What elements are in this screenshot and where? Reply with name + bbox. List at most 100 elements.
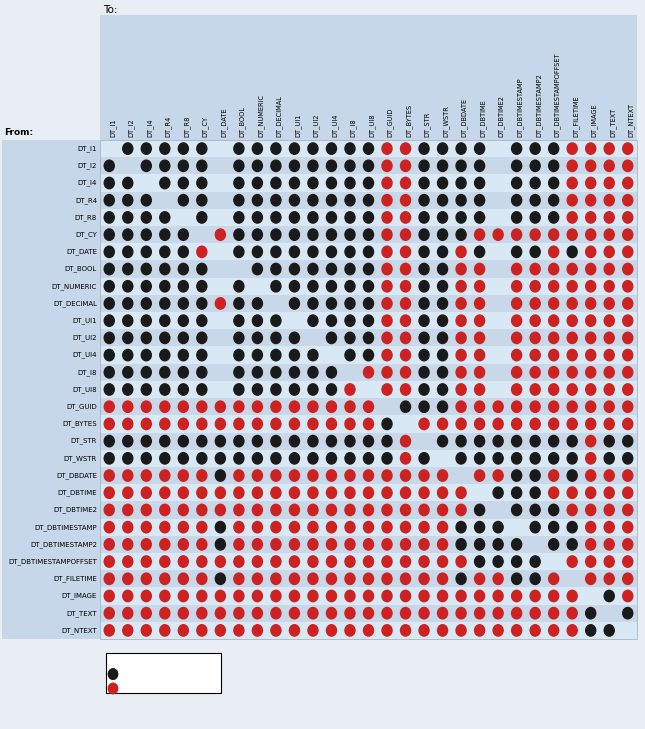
Circle shape <box>475 590 484 601</box>
Circle shape <box>567 332 577 343</box>
Circle shape <box>326 332 337 343</box>
Circle shape <box>160 349 170 361</box>
Circle shape <box>549 521 559 533</box>
Circle shape <box>160 539 170 550</box>
Circle shape <box>197 367 207 378</box>
Circle shape <box>308 401 318 413</box>
Circle shape <box>326 625 337 636</box>
Circle shape <box>290 453 299 464</box>
Circle shape <box>104 573 114 585</box>
Circle shape <box>290 263 299 275</box>
Circle shape <box>160 229 170 241</box>
Text: DT_DBTIMESTAMPOFFSET: DT_DBTIMESTAMPOFFSET <box>553 52 561 137</box>
Circle shape <box>456 384 466 395</box>
Text: DT_I8: DT_I8 <box>350 118 357 137</box>
Circle shape <box>197 263 207 275</box>
Circle shape <box>456 367 466 378</box>
Circle shape <box>252 504 263 515</box>
Circle shape <box>123 177 133 189</box>
Circle shape <box>326 143 337 155</box>
Circle shape <box>475 453 484 464</box>
Circle shape <box>345 211 355 223</box>
Bar <box>100 295 637 312</box>
Circle shape <box>345 195 355 206</box>
Text: DT_CY: DT_CY <box>75 231 97 238</box>
Circle shape <box>530 504 540 515</box>
Circle shape <box>197 487 207 499</box>
Circle shape <box>123 195 133 206</box>
Circle shape <box>604 211 614 223</box>
Circle shape <box>141 143 152 155</box>
Circle shape <box>493 607 503 619</box>
Circle shape <box>104 332 114 343</box>
Circle shape <box>401 143 411 155</box>
Circle shape <box>197 160 207 171</box>
Circle shape <box>326 246 337 257</box>
Text: DT_DBDATE: DT_DBDATE <box>56 472 97 479</box>
Circle shape <box>160 556 170 567</box>
Circle shape <box>141 435 152 447</box>
Circle shape <box>160 211 170 223</box>
Circle shape <box>160 367 170 378</box>
Circle shape <box>622 281 633 292</box>
Circle shape <box>493 418 503 429</box>
Circle shape <box>271 143 281 155</box>
Circle shape <box>419 625 429 636</box>
Circle shape <box>511 332 522 343</box>
Circle shape <box>252 367 263 378</box>
Circle shape <box>437 487 448 499</box>
Circle shape <box>493 539 503 550</box>
Circle shape <box>141 470 152 481</box>
Circle shape <box>345 625 355 636</box>
Circle shape <box>419 504 429 515</box>
Circle shape <box>437 246 448 257</box>
Circle shape <box>622 160 633 171</box>
Bar <box>100 518 637 536</box>
Circle shape <box>382 297 392 309</box>
Circle shape <box>271 556 281 567</box>
Circle shape <box>364 487 373 499</box>
Circle shape <box>290 367 299 378</box>
Circle shape <box>290 590 299 601</box>
Circle shape <box>419 384 429 395</box>
Circle shape <box>437 263 448 275</box>
Circle shape <box>419 521 429 533</box>
Circle shape <box>252 487 263 499</box>
Circle shape <box>511 487 522 499</box>
Circle shape <box>271 453 281 464</box>
Circle shape <box>475 401 484 413</box>
Circle shape <box>123 539 133 550</box>
Circle shape <box>326 556 337 567</box>
Circle shape <box>345 143 355 155</box>
Circle shape <box>215 590 225 601</box>
Circle shape <box>215 607 225 619</box>
Circle shape <box>622 607 633 619</box>
Circle shape <box>290 297 299 309</box>
Circle shape <box>215 453 225 464</box>
Circle shape <box>549 263 559 275</box>
Circle shape <box>290 470 299 481</box>
Circle shape <box>382 556 392 567</box>
Text: DT_I1: DT_I1 <box>109 119 116 137</box>
Circle shape <box>271 195 281 206</box>
Circle shape <box>197 315 207 327</box>
Circle shape <box>234 177 244 189</box>
Circle shape <box>586 607 596 619</box>
Circle shape <box>141 246 152 257</box>
Circle shape <box>308 418 318 429</box>
Text: DT_DBTIMESTAMP2: DT_DBTIMESTAMP2 <box>535 73 542 137</box>
Text: DT_NUMERIC: DT_NUMERIC <box>52 283 97 289</box>
Circle shape <box>104 418 114 429</box>
Text: DT_DBTIME2: DT_DBTIME2 <box>53 507 97 513</box>
Circle shape <box>104 384 114 395</box>
Circle shape <box>141 521 152 533</box>
Circle shape <box>123 556 133 567</box>
Text: Illegal cast: Illegal cast <box>125 684 174 693</box>
Circle shape <box>308 315 318 327</box>
Circle shape <box>104 487 114 499</box>
Circle shape <box>511 607 522 619</box>
Bar <box>100 174 637 192</box>
Circle shape <box>419 229 429 241</box>
Text: DT_UI1: DT_UI1 <box>72 317 97 324</box>
Circle shape <box>252 435 263 447</box>
